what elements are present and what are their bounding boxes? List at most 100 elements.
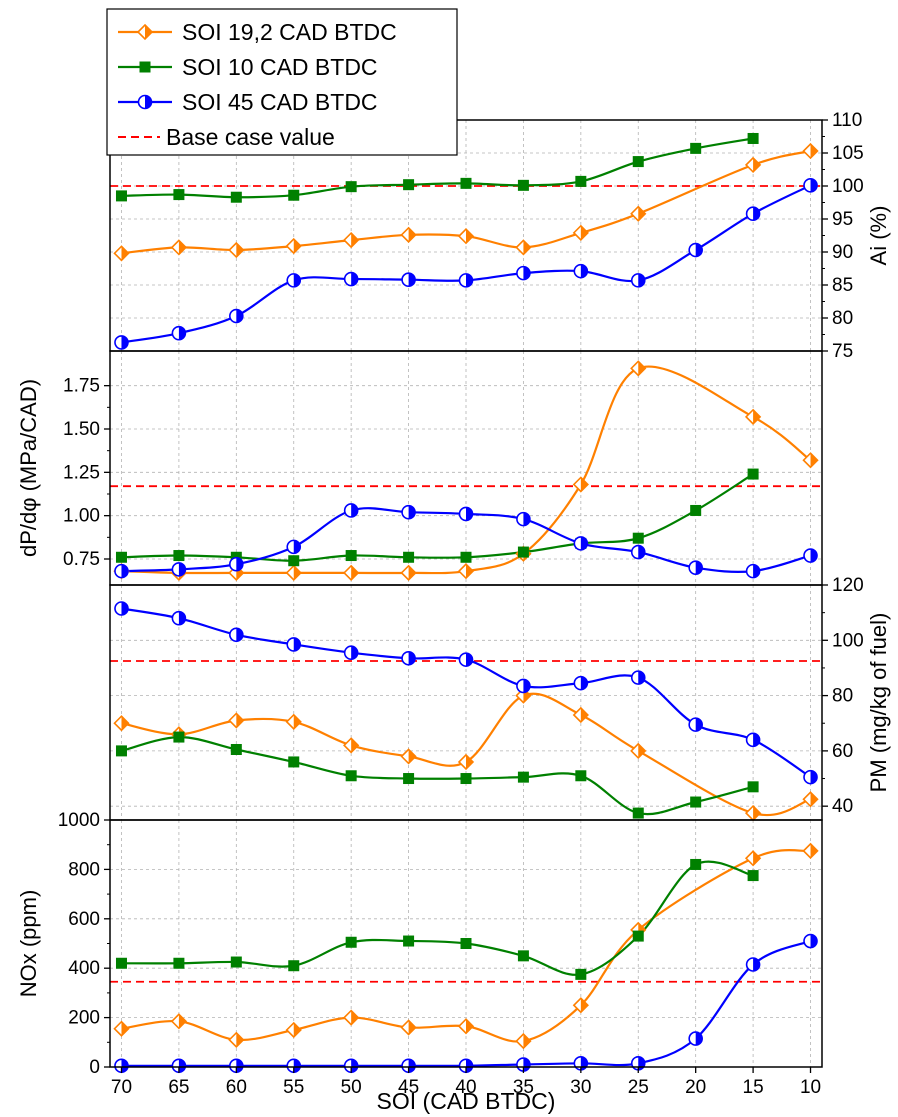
- point-dpdphi-soi-45-cad-btdc-25: [630, 544, 646, 560]
- point-dpdphi-soi-45-cad-btdc-30: [573, 536, 589, 551]
- point-pm-soi-19-2-cad-btdc-60: [228, 712, 245, 729]
- x-tick-label: 10: [800, 1077, 821, 1098]
- point-nox-soi-19-2-cad-btdc-50: [343, 1009, 360, 1026]
- point-ai-soi-10-cad-btdc-35: [517, 179, 529, 191]
- y-axis-label-pm: PM (mg/kg of fuel): [866, 613, 891, 793]
- point-ai-soi-10-cad-btdc-20: [690, 142, 702, 154]
- x-tick-label: 55: [283, 1077, 304, 1098]
- point-pm-soi-10-cad-btdc-20: [690, 796, 702, 808]
- point-ai-soi-10-cad-btdc-25: [632, 156, 644, 168]
- point-pm-soi-10-cad-btdc-60: [230, 744, 242, 755]
- point-dpdphi-soi-10-cad-btdc-20: [690, 504, 702, 516]
- point-ai-soi-10-cad-btdc-70: [115, 190, 127, 202]
- y-tick-label-pm: 40: [832, 796, 853, 817]
- point-nox-soi-10-cad-btdc-50: [345, 936, 357, 948]
- point-ai-soi-19-2-cad-btdc-30: [572, 224, 589, 241]
- point-dpdphi-soi-19-2-cad-btdc-45: [400, 564, 417, 581]
- point-pm-soi-45-cad-btdc-70: [114, 601, 129, 616]
- point-pm-soi-19-2-cad-btdc-15: [744, 804, 762, 822]
- y-tick-label-ai: 75: [832, 341, 853, 362]
- point-nox-soi-10-cad-btdc-35: [517, 950, 529, 962]
- point-nox-soi-19-2-cad-btdc-15: [744, 850, 762, 867]
- point-ai-soi-19-2-cad-btdc-45: [400, 226, 417, 243]
- legend: SOI 19,2 CAD BTDC SOI 10 CAD BTDC SOI 45 C…: [106, 8, 458, 156]
- point-nox-soi-10-cad-btdc-25: [632, 930, 644, 942]
- point-nox-soi-19-2-cad-btdc-60: [228, 1031, 245, 1048]
- point-nox-soi-19-2-cad-btdc-65: [170, 1013, 188, 1030]
- point-ai-soi-19-2-cad-btdc-50: [343, 231, 360, 249]
- series-line-nox-soi-10-cad-btdc: [121, 860, 754, 976]
- point-ai-soi-10-cad-btdc-50: [345, 181, 357, 193]
- y-tick-label-nox: 800: [68, 859, 100, 880]
- point-ai-soi-10-cad-btdc-30: [575, 175, 587, 187]
- point-dpdphi-soi-19-2-cad-btdc-25: [630, 360, 647, 377]
- point-ai-soi-19-2-cad-btdc-55: [285, 237, 302, 255]
- x-tick-label: 70: [111, 1077, 132, 1098]
- point-pm-soi-45-cad-btdc-55: [286, 637, 302, 652]
- grid-layer: [110, 119, 822, 1068]
- point-ai-soi-45-cad-btdc-25: [630, 273, 646, 288]
- point-nox-soi-19-2-cad-btdc-55: [285, 1021, 302, 1039]
- point-dpdphi-soi-45-cad-btdc-40: [458, 506, 474, 522]
- point-dpdphi-soi-10-cad-btdc-35: [517, 546, 529, 558]
- point-ai-soi-45-cad-btdc-30: [573, 263, 589, 279]
- y-tick-label-dpdphi: 1.50: [63, 419, 100, 440]
- point-nox-soi-45-cad-btdc-20: [688, 1031, 703, 1046]
- y-tick-label-nox: 1000: [58, 810, 100, 831]
- y-tick-label-ai: 100: [832, 176, 864, 197]
- point-dpdphi-soi-19-2-cad-btdc-10: [802, 452, 819, 469]
- point-nox-soi-10-cad-btdc-45: [403, 935, 415, 947]
- y-tick-label-dpdphi: 0.75: [63, 549, 100, 570]
- y-axis-label-dpdphi: dP/dφ (MPa/CAD): [16, 379, 41, 557]
- point-pm-soi-10-cad-btdc-40: [460, 773, 472, 785]
- point-nox-soi-45-cad-btdc-40: [458, 1058, 474, 1074]
- x-tick-label: 60: [226, 1077, 247, 1098]
- marker-layer: [113, 132, 819, 1074]
- point-dpdphi-soi-10-cad-btdc-40: [460, 551, 472, 563]
- point-ai-soi-45-cad-btdc-65: [171, 325, 187, 341]
- point-nox-soi-19-2-cad-btdc-10: [802, 842, 819, 860]
- point-pm-soi-45-cad-btdc-30: [573, 675, 589, 691]
- tick-layer: 75808590951001051100.751.001.251.501.754…: [58, 110, 864, 1098]
- point-pm-soi-10-cad-btdc-50: [345, 770, 357, 782]
- point-pm-soi-45-cad-btdc-50: [343, 645, 359, 661]
- point-nox-soi-10-cad-btdc-55: [288, 960, 300, 972]
- x-tick-label: 25: [628, 1077, 649, 1098]
- point-pm-soi-10-cad-btdc-65: [173, 731, 185, 743]
- point-ai-soi-19-2-cad-btdc-60: [228, 241, 245, 259]
- point-pm-soi-19-2-cad-btdc-45: [400, 748, 417, 765]
- point-nox-soi-45-cad-btdc-45: [401, 1058, 416, 1074]
- point-ai-soi-10-cad-btdc-60: [230, 191, 242, 203]
- legend-label: SOI 10 CAD BTDC: [182, 54, 378, 80]
- point-dpdphi-soi-10-cad-btdc-45: [403, 551, 415, 563]
- point-ai-soi-19-2-cad-btdc-35: [515, 239, 532, 256]
- point-dpdphi-soi-45-cad-btdc-20: [688, 560, 703, 575]
- point-ai-soi-19-2-cad-btdc-40: [457, 228, 475, 245]
- point-pm-soi-19-2-cad-btdc-55: [285, 713, 302, 730]
- y-tick-label-nox: 400: [68, 958, 100, 979]
- point-pm-soi-45-cad-btdc-45: [401, 650, 416, 666]
- y-tick-label-ai: 105: [832, 143, 864, 164]
- point-pm-soi-45-cad-btdc-65: [171, 610, 187, 626]
- legend-entry-soi-45-cad-btdc: SOI 45 CAD BTDC: [118, 89, 378, 115]
- point-ai-soi-19-2-cad-btdc-25: [630, 205, 647, 222]
- x-tick-label: 45: [398, 1077, 419, 1098]
- point-nox-soi-19-2-cad-btdc-30: [572, 997, 589, 1014]
- y-tick-label-pm: 60: [832, 741, 853, 762]
- point-dpdphi-soi-19-2-cad-btdc-55: [285, 564, 302, 581]
- point-nox-soi-10-cad-btdc-20: [690, 858, 702, 870]
- legend-marker: [139, 61, 151, 73]
- point-nox-soi-10-cad-btdc-70: [115, 957, 127, 969]
- point-pm-soi-45-cad-btdc-60: [229, 627, 244, 643]
- y-tick-label-ai: 80: [832, 308, 853, 329]
- x-tick-label: 35: [513, 1077, 534, 1098]
- y-tick-label-dpdphi: 1.25: [63, 462, 100, 483]
- point-nox-soi-19-2-cad-btdc-40: [457, 1018, 475, 1035]
- y-axis-label-ai: Ai (%): [866, 206, 891, 266]
- point-pm-soi-45-cad-btdc-15: [745, 732, 761, 748]
- point-dpdphi-soi-19-2-cad-btdc-15: [744, 408, 762, 425]
- point-dpdphi-soi-19-2-cad-btdc-30: [572, 476, 589, 493]
- point-pm-soi-10-cad-btdc-35: [517, 771, 529, 783]
- point-nox-soi-45-cad-btdc-15: [745, 957, 761, 972]
